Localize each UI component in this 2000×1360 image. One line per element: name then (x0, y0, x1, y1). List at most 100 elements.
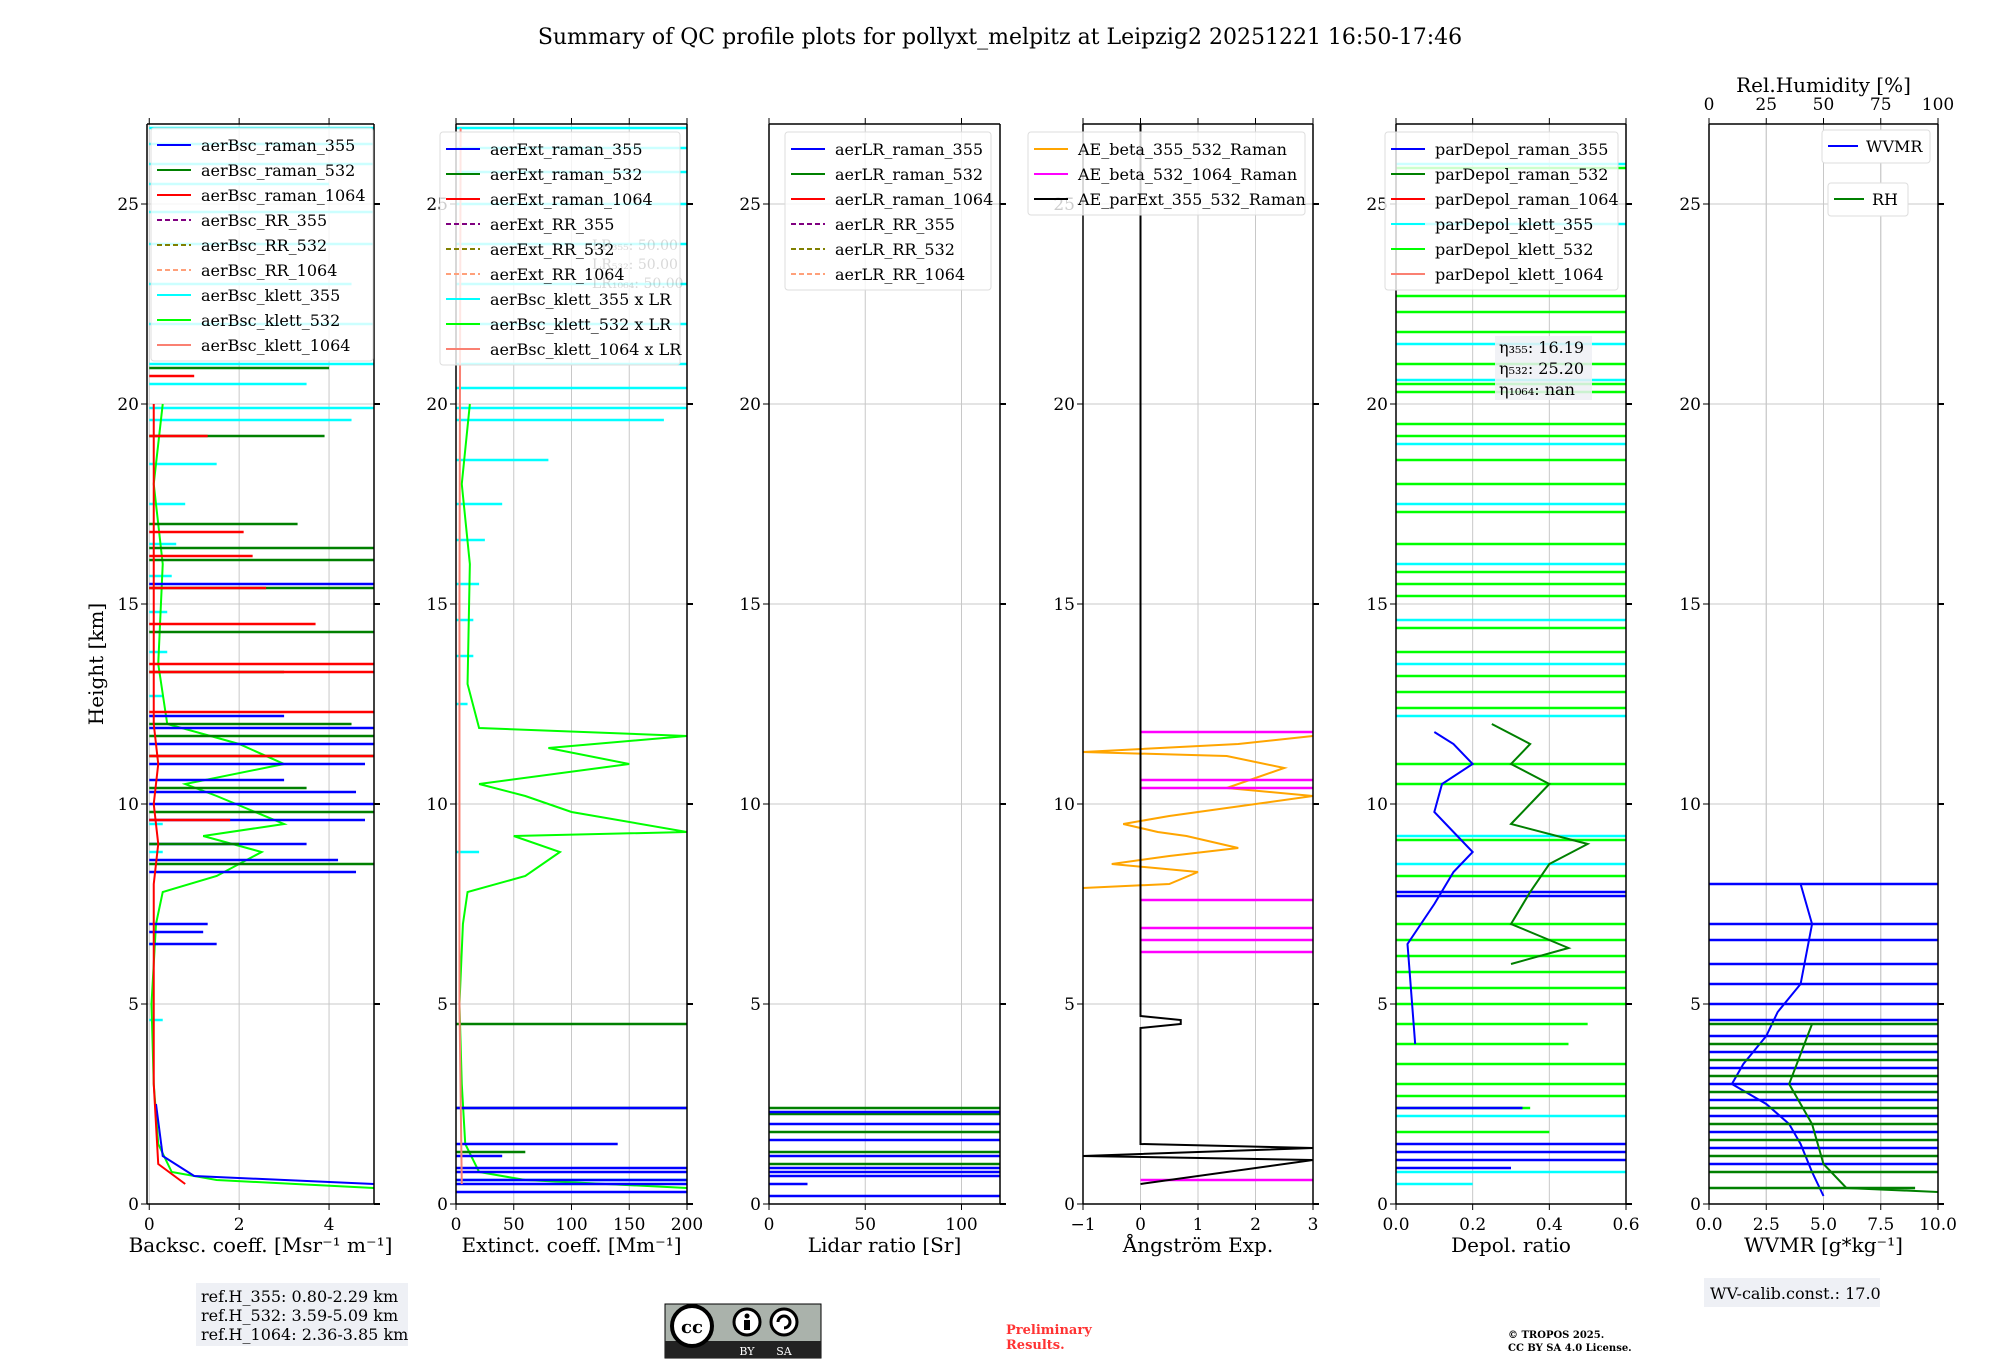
x-axis-label: Ångström Exp. (1122, 1232, 1273, 1257)
x-axis-label: Lidar ratio [Sr] (808, 1233, 962, 1257)
series-line-aerBsc_klett_532 (150, 403, 374, 1189)
series-line-AE_parExt_355_532_Raman (1083, 124, 1313, 1185)
x-tick-label: 0.2 (1459, 1215, 1486, 1235)
x-tick-label: 0 (1135, 1215, 1146, 1235)
panel-3: 0 50 100 0 5 10 15 20 25 Lidar ratio [Sr] aerLR_ra… (739, 118, 1006, 1257)
legend-label: aerBsc_klett_355 (201, 286, 340, 305)
legend-wvmr: WVMR (1821, 129, 1931, 164)
sa-icon (769, 1307, 799, 1337)
legend-label: aerBsc_klett_532 (201, 311, 340, 330)
svg-text:BY: BY (739, 1345, 755, 1358)
y-tick-label: 15 (426, 595, 448, 615)
x-tick-label: 2 (234, 1215, 245, 1235)
y-tick-label: 10 (1366, 795, 1388, 815)
y-tick-label: 15 (1679, 595, 1701, 615)
y-tick-label: 5 (750, 995, 761, 1015)
y-tick-label: 0 (1064, 1195, 1075, 1215)
x-tick-label: 100 (555, 1215, 587, 1235)
x-tick-label: 2.5 (1753, 1215, 1780, 1235)
legend-label: aerBsc_raman_532 (201, 161, 355, 180)
eta-annotation: η₃₅₅: 16.19 η₅₃₂: 25.20 η₁₀₆₄: nan (1495, 336, 1592, 400)
y-tick-label: 20 (1053, 395, 1075, 415)
legend-label: AE_beta_532_1064_Raman (1077, 165, 1297, 184)
x-tick-label: 10.0 (1919, 1215, 1957, 1235)
x-tick-label: 100 (945, 1215, 977, 1235)
y-tick-label: 5 (128, 995, 139, 1015)
y-tick-label: 25 (739, 195, 761, 215)
x-tick-label: 1 (1193, 1215, 1204, 1235)
y-tick-label: 0 (1690, 1195, 1701, 1215)
y-tick-label: 0 (750, 1195, 761, 1215)
series-line-aerBsc_klett_1064 x LR (458, 127, 463, 1185)
svg-text:LR₃₅₅: 50.00: LR₃₅₅: 50.00 (592, 238, 678, 254)
legend-label: parDepol_klett_532 (1435, 240, 1593, 259)
legend-rh: RH (1827, 182, 1909, 217)
legend-label: aerBsc_RR_532 (201, 236, 327, 255)
legend-label: aerBsc_klett_1064 x LR (490, 340, 682, 359)
x-tick-label: 7.5 (1867, 1215, 1894, 1235)
y-tick-label: 10 (739, 795, 761, 815)
x-tick-label: 200 (671, 1215, 703, 1235)
top-x-tick-label: 75 (1870, 95, 1892, 115)
y-tick-label: 25 (1366, 195, 1388, 215)
y-tick-label: 0 (437, 1195, 448, 1215)
x-tick-label: 150 (613, 1215, 645, 1235)
y-tick-label: 15 (117, 595, 139, 615)
y-tick-label: 20 (426, 395, 448, 415)
x-tick-label: 50 (854, 1215, 876, 1235)
wv-calib-box: WV-calib.const.: 17.0 (1704, 1278, 1881, 1307)
y-tick-label: 0 (128, 1195, 139, 1215)
y-tick-label: 10 (1679, 795, 1701, 815)
legend-label: aerExt_RR_355 (490, 215, 614, 234)
lidar-ratio-annotation: LR₃₅₅: 50.00 LR₅₃₂: 50.00 LR₁₀₆₄: 50.00 (592, 238, 684, 292)
svg-text:η₁₀₆₄: nan: η₁₀₆₄: nan (1499, 380, 1575, 399)
x-axis-label: WVMR [g*kg⁻¹] (1744, 1233, 1903, 1257)
series-line-aerBsc_klett_532 x LR (458, 403, 687, 1189)
top-x-tick-label: 0 (1704, 95, 1715, 115)
svg-text:η₅₃₂: 25.20: η₅₃₂: 25.20 (1499, 359, 1584, 378)
legend-label: parDepol_klett_355 (1435, 215, 1593, 234)
panel-5: 0.0 0.2 0.4 0.6 0 5 10 15 20 25 Depol. ratio parDep… (1366, 118, 1640, 1257)
legend-label: parDepol_klett_1064 (1435, 265, 1604, 284)
x-tick-label: 0.6 (1612, 1215, 1639, 1235)
cc-by-sa-logo: cc BY SA (664, 1303, 822, 1359)
copyright-line1: © TROPOS 2025. (1508, 1330, 1604, 1341)
x-tick-label: 0 (764, 1215, 775, 1235)
y-tick-label: 0 (1377, 1195, 1388, 1215)
x-tick-label: 0.0 (1695, 1215, 1722, 1235)
legend-label: aerExt_raman_1064 (490, 190, 653, 209)
y-tick-label: 10 (426, 795, 448, 815)
top-x-tick-label: 50 (1813, 95, 1835, 115)
panel-4: −101230510152025Ångström Exp.AE_beta_355… (1027, 118, 1319, 1257)
ref-heights-box: ref.H_355: 0.80-2.29 km ref.H_532: 3.59-… (196, 1283, 408, 1346)
legend-label: aerLR_raman_1064 (835, 190, 993, 209)
legend-label: aerBsc_raman_355 (201, 136, 355, 155)
y-tick-label: 5 (437, 995, 448, 1015)
svg-text:SA: SA (776, 1345, 793, 1358)
preliminary-results-line1: Preliminary (1006, 1323, 1092, 1338)
legend-label: aerExt_raman_355 (490, 140, 643, 159)
svg-text:WVMR: WVMR (1866, 137, 1923, 156)
y-tick-label: 15 (739, 595, 761, 615)
svg-text:LR₁₀₆₄: 50.00: LR₁₀₆₄: 50.00 (592, 276, 684, 292)
legend-label: aerLR_RR_355 (835, 215, 955, 234)
legend-label: AE_parExt_355_532_Raman (1077, 190, 1306, 209)
preliminary-results-line2: Results. (1006, 1338, 1065, 1353)
legend: aerExt_raman_355 aerExt_raman_532 aerExt_r… (439, 131, 682, 366)
top-x-tick-label: 25 (1755, 95, 1777, 115)
top-x-axis-label: Rel.Humidity [%] (1736, 73, 1911, 97)
svg-text:RH: RH (1872, 190, 1898, 209)
top-x-tick-label: 100 (1922, 95, 1954, 115)
x-tick-label: 0 (451, 1215, 462, 1235)
y-tick-label: 5 (1690, 995, 1701, 1015)
legend-label: aerBsc_klett_532 x LR (490, 315, 672, 334)
ref-height-1064: ref.H_1064: 2.36-3.85 km (201, 1325, 408, 1344)
cc-icon (670, 1304, 714, 1348)
legend: parDepol_raman_355 parDepol_raman_532 parD… (1384, 131, 1619, 291)
legend-label: aerExt_RR_532 (490, 240, 614, 259)
legend-label: AE_beta_355_532_Raman (1077, 140, 1287, 159)
ref-height-355: ref.H_355: 0.80-2.29 km (201, 1287, 398, 1306)
y-axis-label: Height [km] (84, 603, 108, 725)
ref-height-532: ref.H_532: 3.59-5.09 km (201, 1306, 398, 1325)
